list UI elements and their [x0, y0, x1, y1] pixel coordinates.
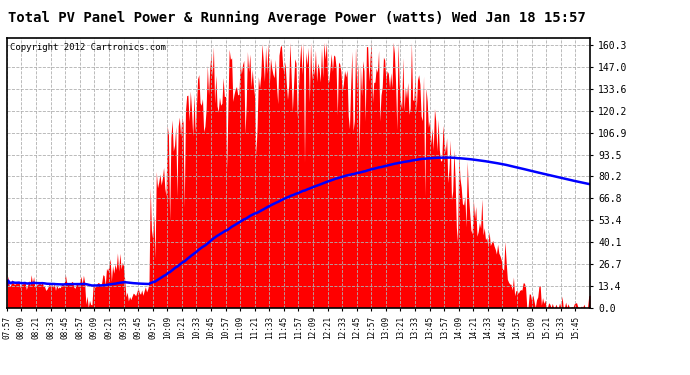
Text: Total PV Panel Power & Running Average Power (watts) Wed Jan 18 15:57: Total PV Panel Power & Running Average P… [8, 11, 586, 26]
Text: Copyright 2012 Cartronics.com: Copyright 2012 Cartronics.com [10, 43, 166, 52]
